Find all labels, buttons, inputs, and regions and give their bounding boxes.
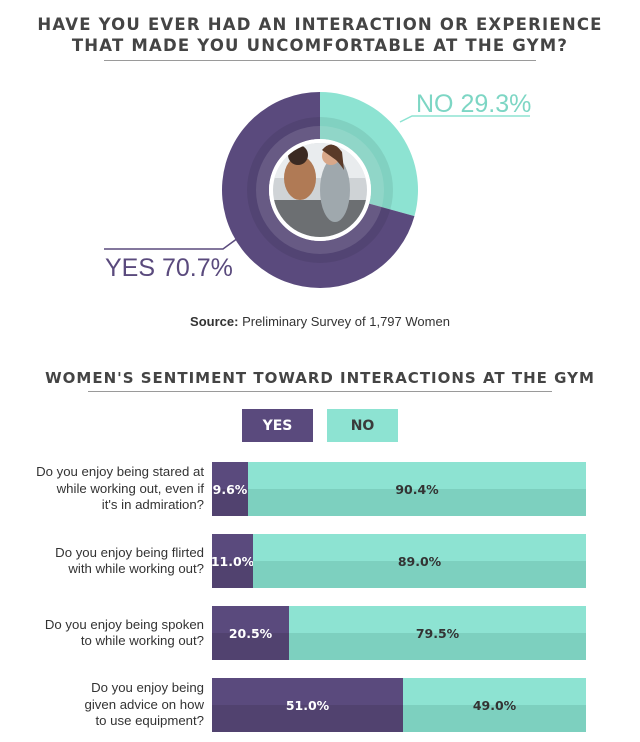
bar-row: Do you enjoy being spoken to while workin… [0, 606, 640, 660]
chart-title-line-1: HAVE YOU EVER HAD AN INTERACTION OR EXPE… [37, 15, 603, 34]
row-question-line: Do you enjoy being stared at [36, 464, 204, 480]
bar-segment-no: 89.0% [253, 534, 586, 588]
bar-label-no: 89.0% [397, 553, 442, 569]
row-question-line: with while working out? [68, 561, 204, 576]
row-question-line: Do you enjoy being flirted [55, 544, 204, 560]
bar-segment-yes: 11.0% [210, 534, 255, 588]
stacked-bar: 20.5% 79.5% [212, 606, 586, 660]
row-question-line: Do you enjoy being [91, 680, 204, 696]
source-note: Source: Preliminary Survey of 1,797 Wome… [0, 314, 640, 329]
chart-title: HAVE YOU EVER HAD AN INTERACTION OR EXPE… [0, 14, 640, 56]
donut-slice-no [320, 92, 418, 217]
bar-label-yes: 51.0% [285, 697, 330, 713]
yes-slice-label: YES 70.7% [105, 254, 233, 282]
source-text: Preliminary Survey of 1,797 Women [242, 314, 450, 329]
chart-title-line-2: THAT MADE YOU UNCOMFORTABLE AT THE GYM? [71, 36, 569, 55]
row-question-line: it's in admiration? [101, 497, 204, 513]
donut-chart [104, 92, 530, 288]
bar-segment-yes: 20.5% [212, 606, 289, 660]
bar-segment-no: 79.5% [289, 606, 586, 660]
bar-row: Do you enjoy being flirted with while wor… [0, 534, 640, 588]
section-title: WOMEN'S SENTIMENT TOWARD INTERACTIONS AT… [45, 369, 595, 387]
row-question-line: given advice on how [84, 696, 205, 712]
bar-segment-yes: 51.0% [212, 678, 403, 732]
source-label: Source: [190, 314, 239, 329]
stacked-bar: 11.0% 89.0% [210, 534, 586, 588]
row-question-line: Do you enjoy being spoken [44, 616, 204, 632]
no-slice-label: NO 29.3% [416, 90, 532, 118]
stacked-bar: 51.0% 49.0% [212, 678, 586, 732]
gym-photo [269, 139, 371, 241]
bar-segment-no: 49.0% [403, 678, 586, 732]
bar-label-no: 90.4% [395, 481, 439, 497]
legend-no: NO [327, 409, 398, 442]
row-question-line: to use equipment? [95, 713, 204, 729]
donut-shade-ring [247, 117, 393, 263]
row-question-line: while working out, even if [56, 480, 204, 496]
title-underline [104, 60, 536, 61]
bar-label-no: 79.5% [415, 625, 460, 641]
no-leader-line [399, 115, 530, 123]
row-question: Do you enjoy being spoken to while workin… [20, 617, 204, 650]
bar-label-yes: 20.5% [228, 625, 273, 641]
row-question: Do you enjoy being given advice on how to … [20, 680, 205, 730]
bar-label-no: 49.0% [472, 697, 517, 713]
bar-row: Do you enjoy being given advice on how to … [0, 678, 640, 732]
row-question-line: to while working out? [80, 633, 204, 648]
row-question: Do you enjoy being stared at while workin… [20, 464, 204, 514]
bar-label-yes: 11.0% [210, 553, 255, 569]
bar-segment-no: 90.4% [248, 462, 586, 516]
bar-label-yes: 9.6% [212, 481, 248, 497]
section-title-underline [88, 391, 552, 392]
bar-row: Do you enjoy being stared at while workin… [0, 462, 640, 516]
donut-slice-yes [221, 92, 415, 288]
legend-yes: YES [242, 409, 313, 442]
bar-segment-yes: 9.6% [212, 462, 248, 516]
row-question: Do you enjoy being flirted with while wor… [20, 545, 204, 578]
stacked-bar: 9.6% 90.4% [212, 462, 586, 516]
yes-leader-line [104, 237, 239, 250]
